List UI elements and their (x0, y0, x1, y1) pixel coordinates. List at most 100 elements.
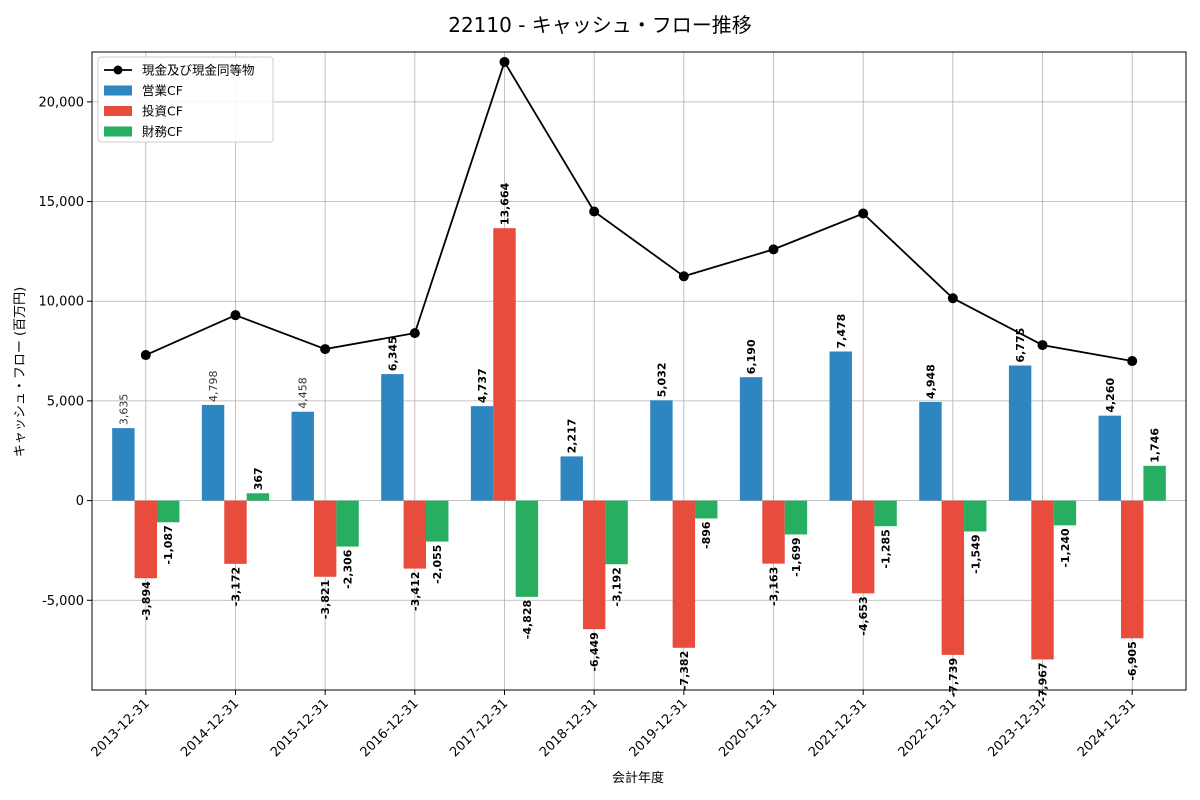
bar-label-series0-2: 4,458 (297, 377, 310, 409)
bar-label-series0-7: 6,190 (745, 339, 758, 374)
x-axis-label: 会計年度 (612, 770, 664, 786)
bar-series0-11 (1098, 415, 1121, 501)
line-series (140, 56, 1138, 367)
bar-series0-10 (1008, 365, 1032, 501)
y-tick-label-1: 0 (76, 494, 84, 509)
bar-label-series1-2: -3,821 (319, 580, 332, 619)
y-tick-label-5: 20,000 (39, 95, 85, 110)
legend-label-1: 投資CF (142, 104, 183, 119)
legend-label-2: 財務CF (142, 124, 183, 139)
bar-label-series2-7: -1,699 (790, 537, 803, 576)
bar-label-series1-6: -7,382 (678, 651, 691, 690)
bar-series1-11 (1120, 500, 1144, 639)
y-axis-label: キャッシュ・フロー (百万円) (13, 287, 28, 457)
bar-label-series0-10: 6,775 (1014, 328, 1027, 363)
bar-series1-10 (1031, 500, 1054, 660)
bar-series0-1 (201, 404, 225, 501)
bar-label-series0-11: 4,260 (1104, 378, 1117, 413)
x-axis-ticks: 2013-12-31 2014-12-31 2015-12-31 2016-12-31… (89, 690, 1139, 760)
bar-label-series1-8: -4,653 (857, 596, 870, 635)
x-tick-label-6: 2019-12-31 (627, 696, 691, 760)
legend-box (97, 56, 274, 143)
y-tick-label-0: -5,000 (42, 594, 84, 609)
bar-label-series2-0: -1,087 (162, 525, 175, 564)
bar-series2-3 (426, 500, 449, 542)
bar-label-series1-3: -3,412 (409, 572, 422, 611)
x-tick-label-8: 2021-12-31 (806, 696, 870, 760)
bar-series2-2 (336, 500, 359, 547)
bar-label-series2-2: -2,306 (342, 549, 355, 589)
bar-series0-2 (291, 411, 314, 501)
bar-series0-7 (739, 377, 763, 501)
grid (92, 52, 1186, 690)
bar-label-series0-6: 5,032 (655, 362, 668, 397)
legend-label-3: 現金及び現金同等物 (142, 63, 255, 78)
line-point-9 (947, 293, 958, 304)
bar-series1-6 (672, 500, 696, 648)
bar-label-series0-1: 4,798 (207, 370, 220, 402)
bar-label-series0-5: 2,217 (566, 419, 579, 454)
line-point-6 (678, 271, 689, 282)
x-tick-label-10: 2023-12-31 (985, 696, 1049, 760)
bar-label-series2-9: -1,549 (969, 534, 982, 573)
bars (112, 228, 1166, 660)
x-tick-label-3: 2016-12-31 (358, 696, 422, 760)
line-series-path (145, 59, 1133, 362)
bar-label-series1-5: -6,449 (588, 632, 601, 671)
line-point-1 (230, 310, 241, 321)
line-point-3 (409, 328, 420, 339)
bar-series1-7 (762, 500, 785, 564)
bar-series2-6 (695, 500, 718, 519)
bar-label-series1-1: -3,172 (229, 567, 242, 606)
bar-label-series1-7: -3,163 (768, 567, 781, 606)
bar-label-series2-5: -3,192 (611, 567, 624, 606)
bar-series0-9 (919, 401, 942, 501)
line-point-2 (320, 344, 331, 355)
bar-series1-9 (941, 500, 965, 655)
bar-label-series2-10: -1,240 (1059, 528, 1072, 568)
bar-label-series2-1: 367 (252, 467, 265, 490)
bar-series2-4 (515, 500, 539, 597)
bar-series1-8 (851, 500, 875, 594)
legend-swatch-1 (104, 106, 132, 116)
x-tick-label-9: 2022-12-31 (896, 696, 960, 760)
data-labels: 3,635 4,798 4,458 6,345 4,737 2,217 5,032 6,190… (117, 182, 1161, 701)
line-point-0 (140, 350, 151, 361)
x-tick-label-4: 2017-12-31 (447, 696, 511, 760)
bar-series2-5 (605, 500, 628, 565)
bar-series0-0 (112, 428, 135, 501)
bar-label-series1-11: -6,905 (1126, 641, 1139, 680)
bar-label-series1-10: -7,967 (1037, 662, 1050, 701)
bar-label-series0-0: 3,635 (117, 394, 130, 426)
legend-swatch-0 (104, 85, 132, 96)
x-tick-label-11: 2024-12-31 (1075, 696, 1139, 760)
bar-label-series2-11: 1,746 (1149, 428, 1162, 463)
bar-series2-11 (1143, 465, 1166, 501)
y-tick-label-2: 5,000 (47, 394, 84, 409)
legend-swatch-marker (113, 65, 123, 75)
bar-series0-3 (381, 374, 404, 501)
legend-swatch-2 (104, 126, 132, 137)
bar-label-series1-9: -7,739 (947, 658, 960, 697)
bar-series0-8 (829, 351, 852, 501)
x-tick-label-2: 2015-12-31 (268, 696, 332, 760)
bar-series2-7 (784, 500, 808, 535)
bar-series2-9 (964, 500, 987, 532)
bar-series2-0 (157, 500, 180, 523)
line-point-10 (1037, 340, 1048, 351)
bar-label-series2-8: -1,285 (880, 529, 893, 568)
bar-series0-5 (560, 456, 583, 501)
line-point-11 (1127, 356, 1138, 367)
bar-series1-5 (582, 500, 606, 630)
line-point-5 (589, 206, 600, 217)
bar-label-series1-4: 13,664 (498, 182, 511, 225)
chart-title: 22110 - キャッシュ・フロー推移 (448, 13, 752, 37)
plot-frame (91, 51, 1187, 691)
bar-series1-0 (134, 500, 158, 579)
bar-label-series2-6: -896 (700, 521, 713, 549)
x-tick-label-0: 2013-12-31 (89, 696, 153, 760)
bar-series0-6 (650, 400, 673, 501)
bar-label-series0-4: 4,737 (476, 368, 489, 403)
